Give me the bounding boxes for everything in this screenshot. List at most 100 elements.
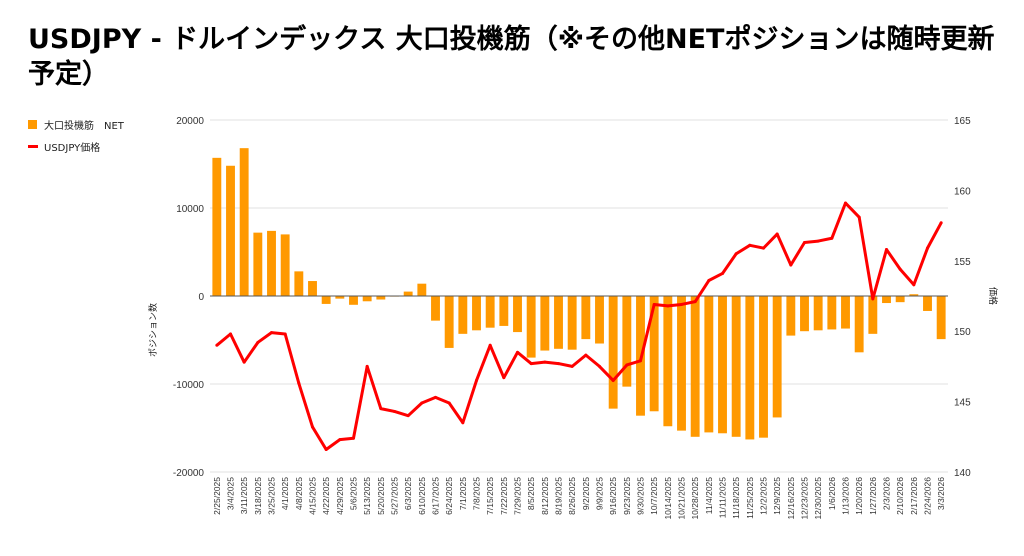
price-point xyxy=(475,378,478,382)
bar xyxy=(759,296,768,438)
price-point xyxy=(283,332,287,336)
price-point xyxy=(297,381,301,385)
price-point xyxy=(215,343,219,347)
price-point xyxy=(516,350,519,354)
x-tick-label: 5/27/2025 xyxy=(390,477,400,515)
x-tick-label: 3/4/2025 xyxy=(226,477,236,510)
x-tick-label: 2/17/2026 xyxy=(909,477,919,515)
bar xyxy=(663,296,673,427)
price-point xyxy=(256,340,260,344)
bar xyxy=(403,291,413,296)
price-point xyxy=(434,395,437,399)
legend-item-price[interactable]: USDJPY価格 xyxy=(28,135,124,157)
x-tick-label: 10/14/2025 xyxy=(663,477,673,520)
bar xyxy=(595,296,604,344)
price-point xyxy=(529,362,533,366)
bar xyxy=(704,296,714,433)
bar xyxy=(608,296,618,409)
x-tick-label: 1/13/2026 xyxy=(841,477,851,515)
x-tick-label: 3/18/2025 xyxy=(253,477,263,515)
bar xyxy=(581,296,591,340)
price-point xyxy=(803,240,806,244)
bar xyxy=(882,296,891,304)
axis-labels: 20000 10000 0 -10000 -20000 165 160 155 150 145 14… xyxy=(173,116,971,520)
bar xyxy=(226,165,235,296)
x-tick-label: 6/17/2025 xyxy=(431,477,441,515)
x-tick-label: 9/23/2025 xyxy=(622,477,632,515)
x-tick-label: 11/25/2025 xyxy=(745,477,755,519)
x-tick-label: 4/1/2025 xyxy=(280,477,290,510)
price-point xyxy=(789,263,793,267)
bar xyxy=(431,296,440,321)
price-point xyxy=(625,363,629,367)
price-point xyxy=(871,297,875,301)
price-point xyxy=(242,360,246,364)
x-tick-label: 6/24/2025 xyxy=(444,477,454,515)
x-tick-label: 6/10/2025 xyxy=(417,477,427,515)
price-point xyxy=(680,302,683,306)
x-tick-label: 2/3/2026 xyxy=(882,477,892,510)
x-tick-label: 4/15/2025 xyxy=(308,477,318,515)
price-point xyxy=(543,360,547,364)
legend-item-net[interactable]: 大口投機筋 NET xyxy=(28,113,124,135)
price-point xyxy=(912,283,916,287)
price-point xyxy=(570,364,574,368)
x-tick-label: 4/8/2025 xyxy=(294,477,304,510)
y2-axis-title: 価格 xyxy=(988,287,999,305)
price-point xyxy=(488,343,492,347)
x-tick-label: 2/25/2025 xyxy=(212,477,222,515)
price-point xyxy=(379,407,383,411)
price-point xyxy=(844,201,847,205)
x-tick-label: 9/30/2025 xyxy=(636,477,646,515)
bar xyxy=(335,296,345,299)
bar xyxy=(321,296,331,304)
price-point xyxy=(584,353,588,357)
bar xyxy=(417,283,427,296)
x-tick-label: 1/20/2026 xyxy=(854,477,864,515)
x-tick-label: 12/2/2025 xyxy=(759,477,769,515)
line-series xyxy=(215,201,943,451)
price-point xyxy=(748,243,752,247)
y2-tick-label: 150 xyxy=(954,327,971,338)
price-point xyxy=(775,232,779,236)
bar xyxy=(895,296,905,303)
x-tick-label: 8/5/2025 xyxy=(526,477,536,510)
x-tick-label: 7/22/2025 xyxy=(499,477,509,515)
bar xyxy=(376,296,386,300)
price-point xyxy=(898,267,902,271)
bar xyxy=(567,296,577,350)
y-tick-label: 20000 xyxy=(176,116,204,127)
bar xyxy=(677,296,686,431)
x-tick-label: 5/20/2025 xyxy=(376,477,386,515)
price-point xyxy=(406,414,410,418)
x-tick-label: 4/22/2025 xyxy=(321,477,331,515)
x-tick-label: 12/23/2025 xyxy=(800,477,810,520)
bar xyxy=(513,296,522,333)
price-point xyxy=(734,252,738,256)
price-point xyxy=(420,401,424,405)
x-tick-label: 1/6/2026 xyxy=(827,477,837,510)
bar xyxy=(308,281,317,296)
price-point xyxy=(693,300,697,304)
price-point xyxy=(311,425,314,429)
price-point xyxy=(338,438,342,442)
bar xyxy=(841,296,850,329)
bar xyxy=(540,296,550,351)
x-tick-label: 12/9/2025 xyxy=(772,477,782,515)
x-tick-label: 7/1/2025 xyxy=(458,477,468,510)
y2-tick-label: 160 xyxy=(954,186,971,197)
price-point xyxy=(502,376,506,380)
bar xyxy=(444,296,454,348)
price-point xyxy=(762,246,765,250)
x-tick-label: 8/12/2025 xyxy=(540,477,550,515)
x-tick-label: 12/30/2025 xyxy=(813,477,823,520)
price-point xyxy=(652,302,656,306)
price-point xyxy=(611,378,615,382)
price-point xyxy=(939,221,943,225)
x-tick-label: 7/29/2025 xyxy=(513,477,523,515)
bar xyxy=(800,296,809,332)
legend-line-swatch xyxy=(28,144,38,148)
x-tick-label: 9/2/2025 xyxy=(581,477,591,510)
price-point xyxy=(229,332,232,336)
bar xyxy=(909,294,919,296)
